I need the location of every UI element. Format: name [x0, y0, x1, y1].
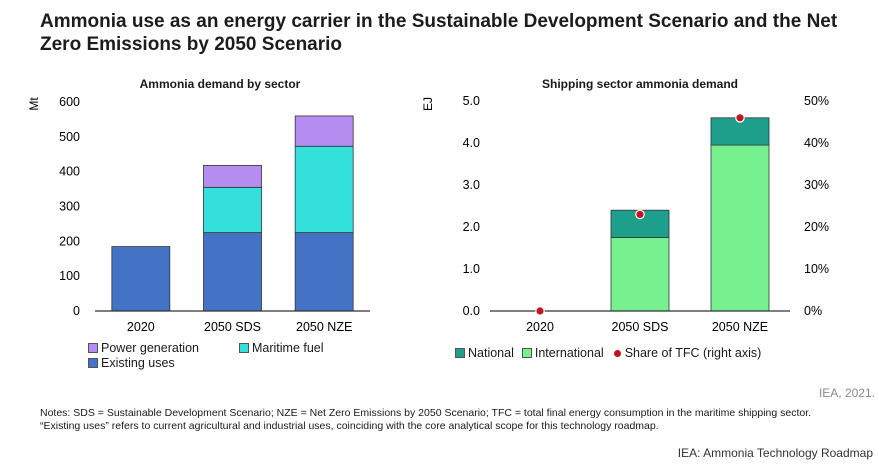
notes: Notes: SDS = Sustainable Development Sce… — [40, 407, 812, 432]
left-y-tick-100: 100 — [59, 269, 80, 283]
bar-existing-uses-2050-nze — [294, 232, 354, 312]
legend-label-existing: Existing uses — [101, 356, 175, 370]
right-y-tick-5-0: 5.0 — [463, 94, 480, 108]
footer-caption: IEA: Ammonia Technology Roadmap — [677, 446, 873, 460]
legend-national: National — [455, 346, 514, 360]
right-y2-tick-0: 0% — [804, 304, 822, 318]
share-marker-2050-sds — [635, 209, 645, 220]
right-x-tick-2050-sds: 2050 SDS — [612, 320, 669, 334]
source-credit: IEA, 2021. — [818, 386, 875, 400]
right-y2-tick-10: 10% — [804, 262, 829, 276]
bar-maritime-fuel-2050-sds — [203, 186, 262, 234]
left-y-tick-0: 0 — [73, 304, 80, 318]
share-marker-2020 — [535, 306, 545, 316]
legend-label-power: Power generation — [101, 341, 199, 355]
legend-label-maritime: Maritime fuel — [251, 341, 324, 355]
right-y-tick-0-0: 0.0 — [463, 304, 480, 318]
legend-maritime-fuel: Maritime fuel — [238, 341, 324, 355]
legend-swatch-national — [455, 348, 465, 358]
left-legend-row-2: Existing uses — [88, 356, 183, 370]
bar-maritime-fuel-2050-nze — [294, 145, 354, 234]
right-y-axis-label: EJ — [421, 97, 435, 111]
left-y-tick-200: 200 — [59, 234, 80, 248]
left-chart-title: Ammonia demand by sector — [139, 77, 301, 91]
legend-marker-share — [613, 349, 621, 357]
bar-power-generation-2050-sds — [203, 164, 262, 188]
right-y-tick-2-0: 2.0 — [463, 220, 480, 234]
share-marker-2050-nze — [735, 113, 745, 123]
legend-power-generation: Power generation — [88, 341, 199, 355]
right-y2-tick-50: 50% — [804, 94, 829, 108]
figure-title: Ammonia use as an energy carrier in the … — [40, 11, 838, 55]
right-y-tick-3-0: 3.0 — [463, 178, 480, 192]
right-y2-tick-40: 40% — [804, 136, 829, 150]
left-y-axis-label: Mt — [27, 97, 41, 111]
left-legend-row-1: Power generation Maritime fuel — [88, 341, 332, 355]
legend-label-international: International — [534, 346, 604, 360]
legend-share-tfc: Share of TFC (right axis) — [612, 346, 762, 360]
legend-international: International — [521, 346, 604, 360]
bar-international-2050-sds — [610, 237, 670, 312]
left-x-tick-2020: 2020 — [127, 320, 155, 334]
legend-swatch-maritime — [238, 343, 249, 353]
left-y-tick-300: 300 — [59, 200, 80, 214]
right-chart-title: Shipping sector ammonia demand — [541, 77, 739, 91]
right-y2-tick-20: 20% — [804, 220, 829, 234]
right-x-tick-2020: 2020 — [526, 320, 554, 334]
legend-label-share: Share of TFC (right axis) — [624, 346, 762, 360]
bar-power-generation-2050-nze — [294, 115, 354, 147]
left-x-tick-2050-nze: 2050 NZE — [296, 320, 352, 334]
legend-swatch-international — [521, 348, 532, 358]
legend-existing-uses: Existing uses — [88, 356, 175, 370]
right-x-tick-2050-nze: 2050 NZE — [712, 320, 768, 334]
legend-label-national: National — [468, 346, 514, 360]
right-legend-row: National International Share of TFC (rig… — [455, 346, 769, 360]
bar-international-2050-nze — [710, 144, 770, 312]
right-y-tick-1-0: 1.0 — [463, 262, 480, 276]
legend-swatch-power — [88, 343, 98, 353]
left-y-tick-400: 400 — [59, 165, 80, 179]
left-x-tick-2050-sds: 2050 SDS — [204, 320, 261, 334]
legend-swatch-existing — [88, 358, 98, 368]
right-y2-tick-30: 30% — [804, 178, 829, 192]
right-y-tick-4-0: 4.0 — [463, 136, 480, 150]
left-y-tick-500: 500 — [59, 130, 80, 144]
left-y-tick-600: 600 — [59, 95, 80, 109]
